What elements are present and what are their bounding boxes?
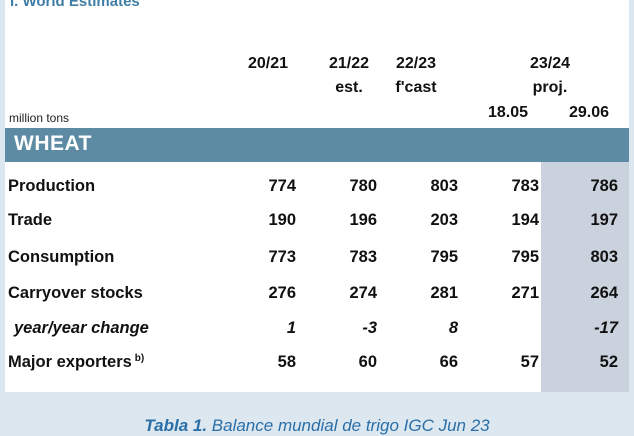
table-cell: 795 (430, 248, 458, 266)
table-cell: 194 (511, 211, 539, 229)
table-row: Trade 190 196 203 194 197 (0, 203, 624, 237)
table-cell: 803 (430, 177, 458, 195)
row-label-text: Carryover stocks (8, 284, 143, 302)
table-cell: 783 (511, 177, 539, 195)
table-cell: 66 (439, 353, 458, 371)
table-cell: 803 (590, 248, 618, 266)
table-caption: Tabla 1. Balance mundial de trigo IGC Ju… (0, 416, 634, 436)
table-cell: 773 (268, 248, 296, 266)
caption-prefix: Tabla 1. (144, 416, 208, 435)
row-label: Carryover stocks (8, 276, 143, 310)
table-cell: 57 (520, 353, 539, 371)
table-row: year/year change 1 -3 8 -17 (0, 311, 624, 345)
row-label: Consumption (8, 240, 114, 274)
table-cell: 197 (590, 211, 618, 229)
section-label: WHEAT (14, 132, 92, 155)
row-label-text: Consumption (8, 248, 115, 266)
col-header-2122-sub: est. (335, 79, 363, 96)
table-cell: 780 (349, 177, 377, 195)
table-cell: 203 (430, 211, 458, 229)
table-cell: 271 (511, 284, 539, 302)
col-header-2324-sub: proj. (532, 79, 568, 96)
unit-label: million tons (9, 111, 70, 125)
col-header-2223-sub: f'cast (395, 79, 437, 96)
table-cell: 190 (268, 211, 296, 229)
table-cell: 60 (358, 353, 377, 371)
table-cell: 795 (511, 248, 539, 266)
table-cell: 274 (349, 284, 377, 302)
row-label: Production (8, 169, 95, 203)
table-title: I. World Estimates (10, 0, 140, 10)
col-header-2324: 23/24 (529, 55, 571, 72)
table-cell: 264 (590, 284, 618, 302)
table-cell: 786 (590, 177, 618, 195)
row-label: Trade (8, 203, 52, 237)
row-label-text: Production (8, 177, 96, 195)
table-cell: 276 (268, 284, 296, 302)
projection-shade (541, 162, 629, 392)
table-cell: 58 (277, 353, 296, 371)
col-header-2223: 22/23 (395, 55, 437, 72)
col-header-2122: 21/22 (328, 55, 370, 72)
table-cell: 8 (448, 319, 458, 337)
table-cell: 52 (599, 353, 618, 371)
table-cell: -3 (362, 319, 377, 337)
table-cell: 783 (349, 248, 377, 266)
table-row: Production 774 780 803 783 786 (0, 169, 624, 203)
row-label-text: Trade (8, 211, 53, 229)
section-band: WHEAT (5, 128, 629, 162)
row-label-text: Major exporters (8, 353, 132, 371)
table-row: Major exporters b) 58 60 66 57 52 (0, 345, 624, 379)
table-cell: -17 (594, 319, 618, 337)
col-header-date-2: 29.06 (568, 104, 610, 121)
row-label-footnote: b) (134, 353, 145, 364)
table-row: Consumption 773 783 795 795 803 (0, 240, 624, 274)
col-header-2021: 20/21 (247, 55, 289, 72)
table-card (5, 0, 629, 392)
row-label-text: year/year change (14, 319, 149, 337)
row-label: Major exporters b) (8, 345, 144, 379)
caption-text: Balance mundial de trigo IGC Jun 23 (211, 416, 490, 435)
col-header-date-1: 18.05 (487, 104, 529, 121)
table-cell: 196 (349, 211, 377, 229)
table-cell: 774 (268, 177, 296, 195)
table-row: Carryover stocks 276 274 281 271 264 (0, 276, 624, 310)
row-label: year/year change (14, 311, 149, 345)
table-cell: 281 (430, 284, 458, 302)
table-cell: 1 (286, 319, 296, 337)
